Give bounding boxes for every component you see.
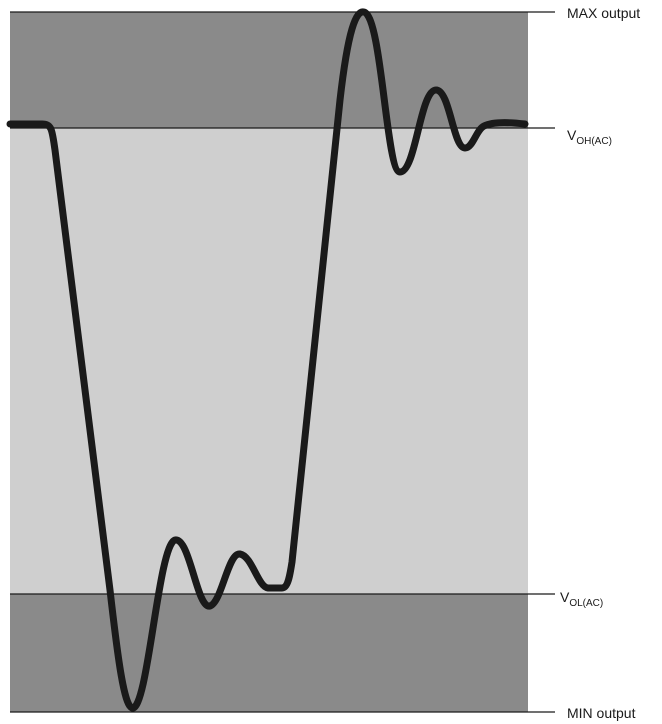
valid-signal-band <box>10 128 528 594</box>
vol-ac-label-subscript: OL(AC) <box>569 598 604 609</box>
output-waveform <box>6 8 529 712</box>
max-output-label: MAX output <box>567 5 641 21</box>
min-output-label: MIN output <box>567 705 636 721</box>
vol-ac-label: VOL(AC) <box>560 589 603 609</box>
lower-undershoot-band <box>10 594 528 712</box>
upper-overshoot-band <box>10 12 528 128</box>
voh-ac-label-main: V <box>567 127 577 143</box>
voh-ac-label: VOH(AC) <box>567 127 612 147</box>
vol-ac-label-main: V <box>560 589 570 605</box>
voh-ac-label-subscript: OH(AC) <box>576 136 612 147</box>
